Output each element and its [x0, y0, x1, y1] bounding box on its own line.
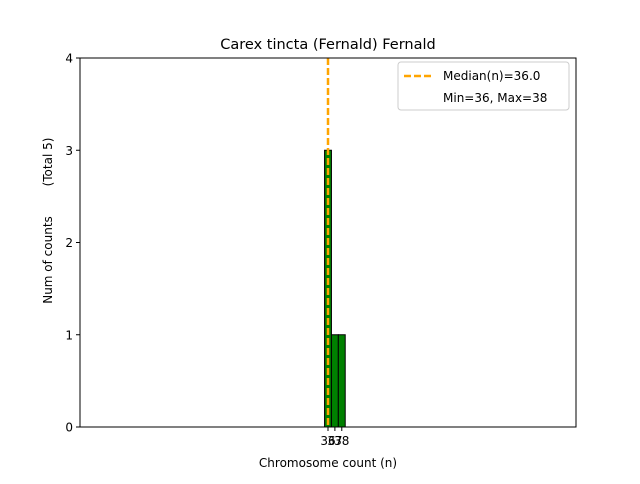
- bar: [330, 334, 339, 428]
- y-axis-label-note: (Total 5): [41, 138, 55, 187]
- x-tick-label: 38: [334, 434, 349, 448]
- bar: [337, 334, 346, 428]
- x-tick-label: 36: [320, 434, 335, 448]
- y-axis: 0 1 2 3 4: [65, 52, 80, 435]
- chart-title: Carex tincta (Fernald) Fernald: [220, 37, 435, 53]
- y-axis-label-main: Num of counts: [41, 216, 55, 304]
- x-axis-label: Chromosome count (n): [259, 456, 397, 470]
- y-tick-label: 3: [65, 144, 73, 158]
- y-tick-label: 0: [65, 421, 73, 435]
- y-tick-label: 2: [65, 236, 73, 250]
- legend-entry-median: Median(n)=36.0: [443, 69, 540, 83]
- x-tick-label: 37: [327, 434, 342, 448]
- y-tick-label: 4: [65, 52, 73, 66]
- legend: Median(n)=36.0 Min=36, Max=38: [397, 61, 570, 111]
- y-tick-label: 1: [65, 328, 73, 342]
- plot-frame: [79, 57, 577, 428]
- y-axis-label: Num of counts: [41, 216, 55, 304]
- legend-box: [397, 61, 570, 111]
- y-axis-label-group: Num of counts (Total 5): [41, 138, 55, 304]
- legend-entry-minmax: Min=36, Max=38: [443, 91, 547, 105]
